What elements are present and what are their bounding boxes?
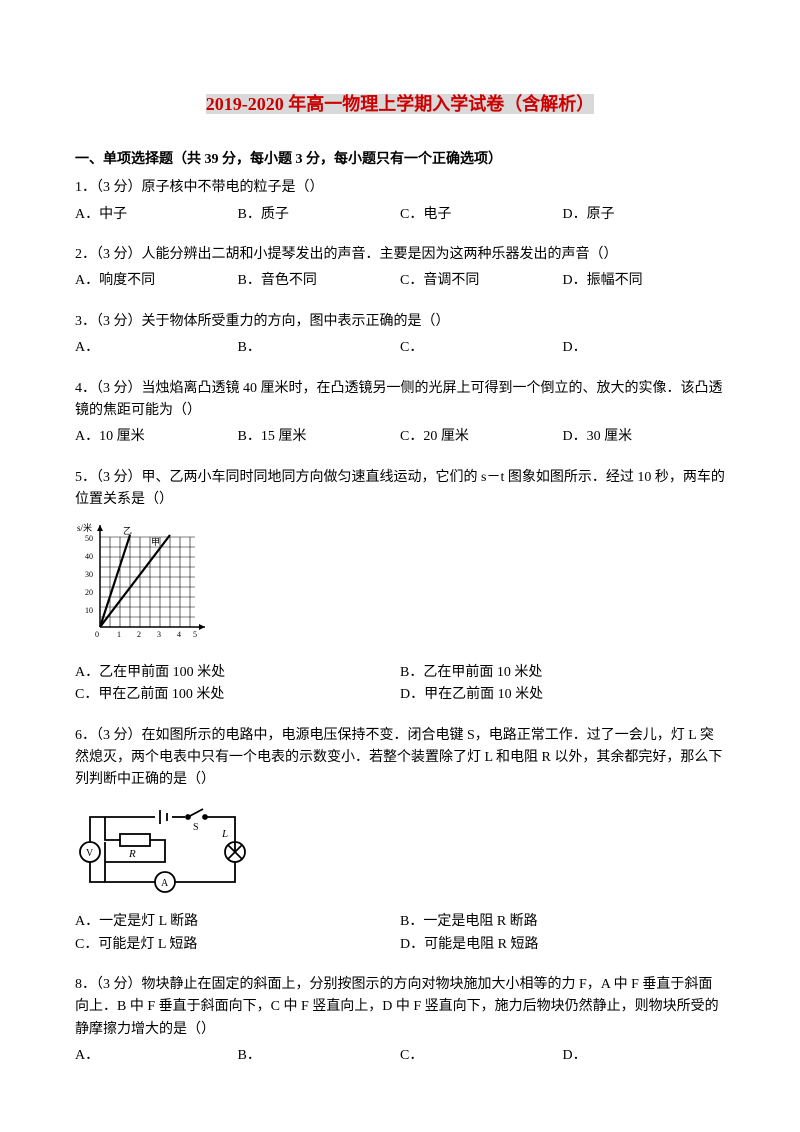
svg-text:3: 3	[157, 630, 161, 639]
svg-text:10: 10	[85, 606, 93, 615]
st-graph-icon: s/米 50 40 30 20 10 0 1 2 3 4 5 乙 甲	[75, 517, 215, 647]
q4-option-c: C．20 厘米	[400, 426, 563, 448]
svg-text:40: 40	[85, 552, 93, 561]
q4-text: 4．（3 分）当烛焰离凸透镜 40 厘米时，在凸透镜另一侧的光屏上可得到一个倒立…	[75, 378, 725, 423]
exam-title: 2019-2020 年高一物理上学期入学试卷（含解析）	[75, 90, 725, 119]
question-2: 2．（3 分）人能分辨出二胡和小提琴发出的声音．主要是因为这两种乐器发出的声音（…	[75, 244, 725, 293]
q3-option-d: D．	[563, 337, 726, 359]
q6-option-c: C．可能是灯 L 短路	[75, 934, 400, 956]
question-6: 6．（3 分）在如图所示的电路中，电源电压保持不变．闭合电键 S，电路正常工作．…	[75, 725, 725, 956]
q2-options: A．响度不同 B．音色不同 C．音调不同 D．振幅不同	[75, 270, 725, 292]
q4-options: A．10 厘米 B．15 厘米 C．20 厘米 D．30 厘米	[75, 426, 725, 448]
q6-circuit: S L A V R	[75, 796, 725, 911]
q4-option-a: A．10 厘米	[75, 426, 238, 448]
q3-options: A． B． C． D．	[75, 337, 725, 359]
q5-option-b: B．乙在甲前面 10 米处	[400, 662, 725, 684]
q8-option-b: B．	[238, 1045, 401, 1067]
svg-text:5: 5	[193, 630, 197, 639]
question-4: 4．（3 分）当烛焰离凸透镜 40 厘米时，在凸透镜另一侧的光屏上可得到一个倒立…	[75, 378, 725, 449]
q5-option-d: D．甲在乙前面 10 米处	[400, 684, 725, 706]
q8-text: 8．（3 分）物块静止在固定的斜面上，分别按图示的方向对物块施加大小相等的力 F…	[75, 974, 725, 1041]
q4-option-d: D．30 厘米	[563, 426, 726, 448]
q8-option-a: A．	[75, 1045, 238, 1067]
q1-option-c: C．电子	[400, 204, 563, 226]
svg-text:R: R	[128, 848, 136, 860]
question-8: 8．（3 分）物块静止在固定的斜面上，分别按图示的方向对物块施加大小相等的力 F…	[75, 974, 725, 1068]
question-5: 5．（3 分）甲、乙两小车同时同地同方向做匀速直线运动，它们的 s－t 图象如图…	[75, 467, 725, 707]
q5-options: A．乙在甲前面 100 米处 B．乙在甲前面 10 米处 C．甲在乙前面 100…	[75, 662, 725, 707]
section-1-header: 一、单项选择题（共 39 分，每小题 3 分，每小题只有一个正确选项）	[75, 149, 725, 171]
circuit-diagram-icon: S L A V R	[75, 802, 255, 897]
q6-text: 6．（3 分）在如图所示的电路中，电源电压保持不变．闭合电键 S，电路正常工作．…	[75, 725, 725, 792]
q8-option-d: D．	[563, 1045, 726, 1067]
q5-option-c: C．甲在乙前面 100 米处	[75, 684, 400, 706]
question-3: 3．（3 分）关于物体所受重力的方向，图中表示正确的是（） A． B． C． D…	[75, 311, 725, 360]
svg-text:S: S	[193, 822, 199, 833]
q6-option-b: B．一定是电阻 R 断路	[400, 911, 725, 933]
svg-text:0: 0	[95, 630, 99, 639]
svg-text:20: 20	[85, 588, 93, 597]
q3-option-b: B．	[238, 337, 401, 359]
q1-options: A．中子 B．质子 C．电子 D．原子	[75, 204, 725, 226]
q1-option-b: B．质子	[238, 204, 401, 226]
q1-option-a: A．中子	[75, 204, 238, 226]
q6-options: A．一定是灯 L 断路 B．一定是电阻 R 断路 C．可能是灯 L 短路 D．可…	[75, 911, 725, 956]
question-1: 1．（3 分）原子核中不带电的粒子是（） A．中子 B．质子 C．电子 D．原子	[75, 177, 725, 226]
q3-option-a: A．	[75, 337, 238, 359]
q4-option-b: B．15 厘米	[238, 426, 401, 448]
svg-text:30: 30	[85, 570, 93, 579]
svg-text:1: 1	[117, 630, 121, 639]
q5-text: 5．（3 分）甲、乙两小车同时同地同方向做匀速直线运动，它们的 s－t 图象如图…	[75, 467, 725, 512]
svg-text:4: 4	[177, 630, 181, 639]
svg-text:50: 50	[85, 534, 93, 543]
q6-option-d: D．可能是电阻 R 短路	[400, 934, 725, 956]
svg-text:s/米: s/米	[77, 522, 92, 533]
svg-text:V: V	[86, 848, 94, 859]
svg-text:甲: 甲	[151, 537, 160, 547]
q8-option-c: C．	[400, 1045, 563, 1067]
q8-options: A． B． C． D．	[75, 1045, 725, 1067]
q1-option-d: D．原子	[563, 204, 726, 226]
q2-option-a: A．响度不同	[75, 270, 238, 292]
svg-text:乙: 乙	[123, 526, 132, 536]
svg-text:L: L	[221, 828, 228, 840]
svg-text:2: 2	[137, 630, 141, 639]
q3-text: 3．（3 分）关于物体所受重力的方向，图中表示正确的是（）	[75, 311, 725, 333]
q6-option-a: A．一定是灯 L 断路	[75, 911, 400, 933]
q5-option-a: A．乙在甲前面 100 米处	[75, 662, 400, 684]
svg-text:A: A	[161, 878, 169, 889]
q5-graph: s/米 50 40 30 20 10 0 1 2 3 4 5 乙 甲	[75, 517, 725, 655]
q2-option-c: C．音调不同	[400, 270, 563, 292]
q2-option-d: D．振幅不同	[563, 270, 726, 292]
q3-option-c: C．	[400, 337, 563, 359]
q2-option-b: B．音色不同	[238, 270, 401, 292]
q2-text: 2．（3 分）人能分辨出二胡和小提琴发出的声音．主要是因为这两种乐器发出的声音（…	[75, 244, 725, 266]
q1-text: 1．（3 分）原子核中不带电的粒子是（）	[75, 177, 725, 199]
